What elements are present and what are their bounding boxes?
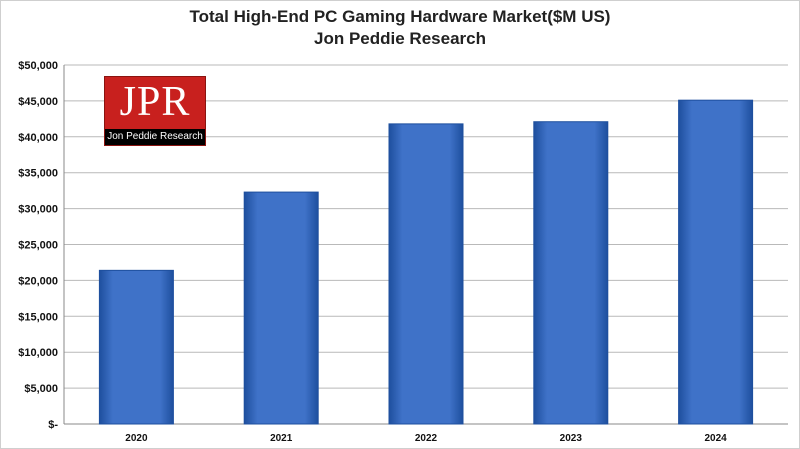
- y-tick-label: $-: [48, 419, 58, 431]
- bar-2020: [98, 269, 174, 425]
- bar-2022: [388, 123, 464, 425]
- bar-2023: [533, 121, 609, 425]
- y-tick-label: $35,000: [18, 168, 58, 180]
- x-tick-label: 2024: [704, 433, 727, 444]
- x-tick-label: 2023: [560, 433, 583, 444]
- x-tick-label: 2022: [415, 433, 438, 444]
- y-tick-label: $15,000: [18, 311, 58, 323]
- y-tick-label: $50,000: [18, 60, 58, 72]
- logo-subtext: Jon Peddie Research: [105, 129, 205, 145]
- y-tick-label: $30,000: [18, 204, 58, 216]
- bar-2021: [243, 191, 319, 425]
- title-line-2: Jon Peddie Research: [314, 29, 486, 48]
- y-tick-label: $5,000: [24, 383, 58, 395]
- jpr-logo: JPR Jon Peddie Research: [104, 76, 206, 146]
- logo-text: JPR: [119, 79, 191, 125]
- bar-2024: [678, 99, 754, 425]
- x-tick-label: 2021: [270, 433, 293, 444]
- y-tick-label: $10,000: [18, 347, 58, 359]
- title-line-1: Total High-End PC Gaming Hardware Market…: [189, 7, 611, 26]
- y-tick-label: $20,000: [18, 275, 58, 287]
- x-tick-label: 2020: [125, 433, 148, 444]
- y-tick-label: $45,000: [18, 96, 58, 108]
- y-tick-label: $25,000: [18, 240, 58, 252]
- y-tick-label: $40,000: [18, 132, 58, 144]
- chart-title: Total High-End PC Gaming Hardware Market…: [0, 6, 800, 50]
